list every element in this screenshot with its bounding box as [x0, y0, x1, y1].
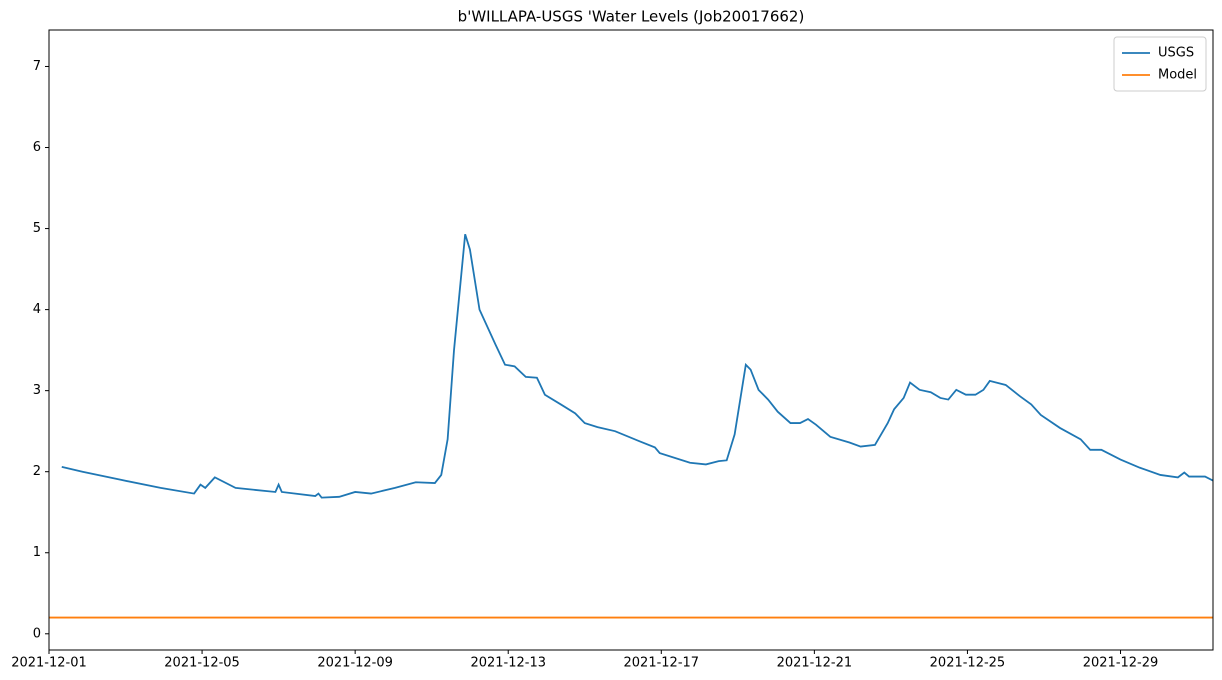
chart-title: b'WILLAPA-USGS 'Water Levels (Job2001766…: [458, 8, 805, 26]
legend-label: USGS: [1158, 46, 1194, 61]
y-tick-label: 0: [33, 626, 41, 641]
x-tick-label: 2021-12-25: [930, 656, 1006, 671]
series-line: [61, 233, 1213, 499]
y-tick-label: 4: [33, 302, 41, 317]
x-tick-label: 2021-12-13: [470, 656, 546, 671]
legend-box: [1113, 36, 1207, 92]
y-tick-label: 6: [33, 140, 41, 155]
legend-label: Model: [1158, 68, 1197, 83]
y-tick-label: 7: [33, 59, 41, 74]
y-tick-label: 1: [33, 545, 41, 560]
y-tick-label: 3: [33, 383, 41, 398]
x-tick-label: 2021-12-09: [317, 656, 393, 671]
plot-frame: [48, 29, 1214, 651]
x-tick-label: 2021-12-05: [164, 656, 240, 671]
x-tick-label: 2021-12-21: [777, 656, 853, 671]
x-tick-label: 2021-12-01: [11, 656, 87, 671]
x-tick-label: 2021-12-29: [1083, 656, 1159, 671]
y-tick-label: 2: [33, 464, 41, 479]
x-tick-label: 2021-12-17: [624, 656, 700, 671]
y-tick-label: 5: [33, 221, 41, 236]
